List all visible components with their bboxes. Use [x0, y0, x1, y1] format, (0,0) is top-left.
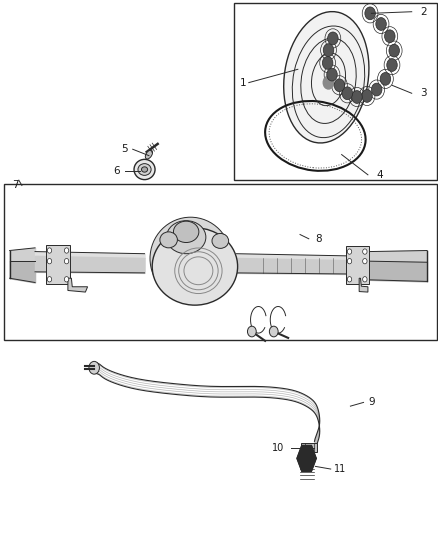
Ellipse shape	[166, 221, 206, 254]
Circle shape	[323, 76, 334, 89]
Circle shape	[342, 87, 353, 100]
Circle shape	[327, 68, 337, 81]
Circle shape	[47, 259, 52, 264]
Text: 10: 10	[272, 443, 285, 453]
Text: 11: 11	[334, 464, 346, 474]
Circle shape	[362, 90, 372, 102]
Circle shape	[334, 79, 345, 92]
Circle shape	[352, 91, 362, 103]
Circle shape	[363, 259, 367, 264]
Bar	[46, 245, 70, 284]
Polygon shape	[297, 446, 316, 471]
Circle shape	[387, 59, 397, 71]
Circle shape	[376, 18, 386, 30]
Circle shape	[385, 30, 395, 43]
Bar	[234, 3, 437, 180]
Circle shape	[47, 277, 52, 282]
Circle shape	[347, 277, 352, 282]
Text: 8: 8	[315, 234, 322, 244]
Text: 7: 7	[12, 181, 19, 190]
Circle shape	[64, 248, 69, 253]
Circle shape	[363, 249, 367, 254]
Text: 3: 3	[420, 88, 427, 98]
Bar	[4, 184, 437, 340]
Circle shape	[363, 277, 367, 282]
Circle shape	[380, 72, 391, 85]
Bar	[301, 443, 317, 452]
Text: 4: 4	[377, 170, 383, 180]
Circle shape	[389, 44, 399, 57]
Ellipse shape	[173, 221, 199, 243]
Circle shape	[371, 83, 382, 96]
Circle shape	[347, 259, 352, 264]
Ellipse shape	[212, 233, 229, 248]
Ellipse shape	[150, 217, 231, 300]
Circle shape	[89, 361, 99, 374]
Circle shape	[64, 259, 69, 264]
Circle shape	[328, 32, 338, 45]
Circle shape	[64, 277, 69, 282]
Circle shape	[269, 326, 278, 337]
Circle shape	[347, 249, 352, 254]
Bar	[346, 246, 369, 284]
Circle shape	[323, 44, 334, 56]
Circle shape	[247, 326, 256, 337]
Text: 6: 6	[113, 166, 120, 175]
Ellipse shape	[160, 232, 177, 248]
Text: 2: 2	[420, 7, 427, 17]
Ellipse shape	[141, 167, 148, 172]
Text: 1: 1	[240, 78, 247, 87]
Text: 5: 5	[121, 144, 127, 154]
Polygon shape	[68, 278, 88, 292]
Ellipse shape	[138, 164, 151, 175]
Ellipse shape	[145, 150, 152, 159]
Ellipse shape	[152, 228, 237, 305]
Circle shape	[322, 56, 333, 69]
Ellipse shape	[284, 12, 369, 143]
Text: 9: 9	[368, 398, 374, 407]
Polygon shape	[359, 278, 368, 292]
Ellipse shape	[134, 159, 155, 180]
Circle shape	[365, 7, 375, 20]
Circle shape	[47, 248, 52, 253]
